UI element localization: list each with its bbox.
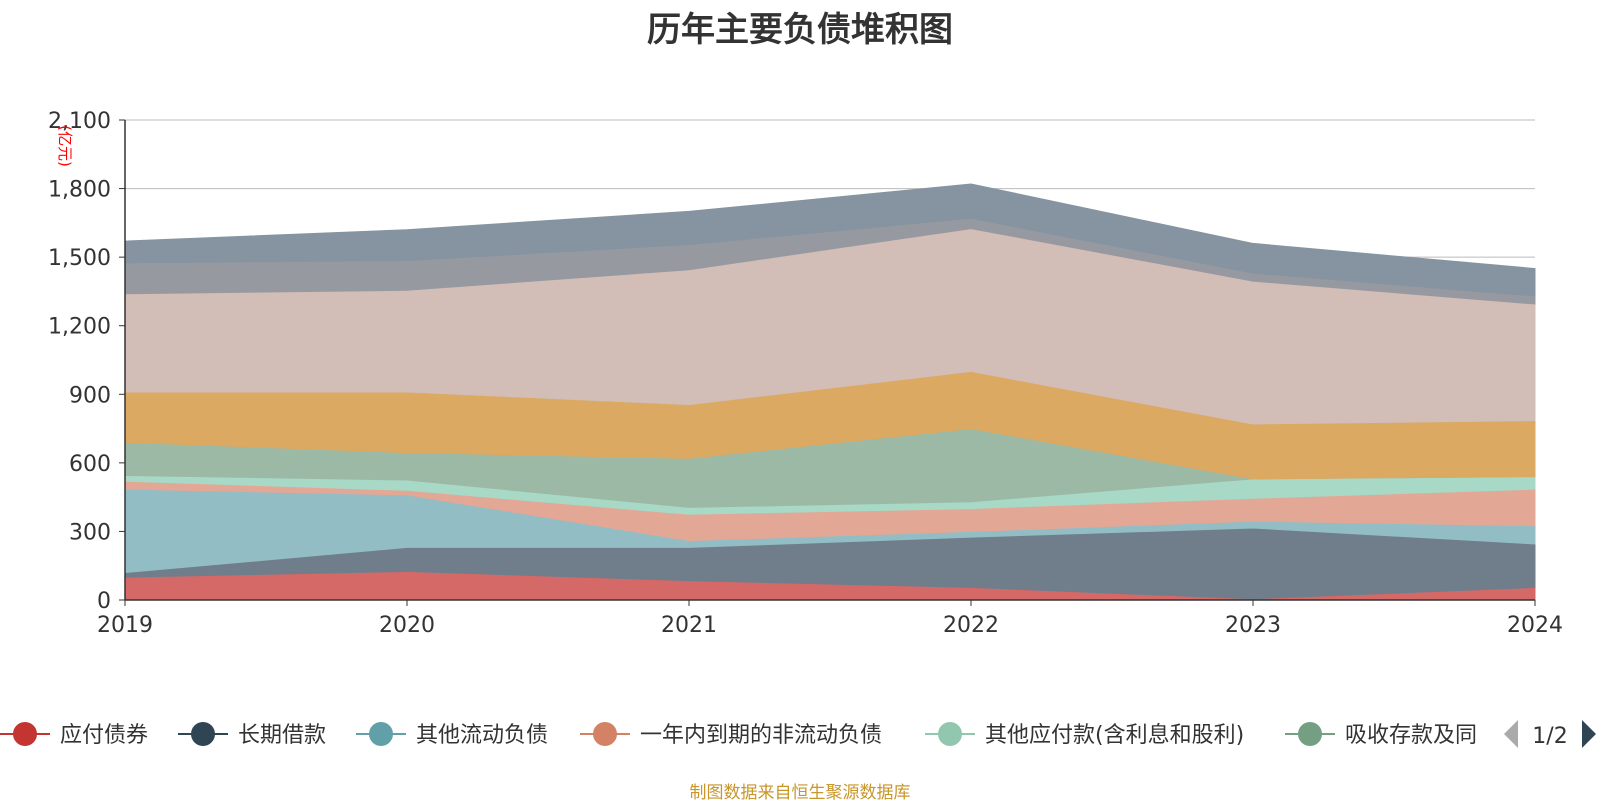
y-tick-label: 2,100 <box>48 109 111 134</box>
legend-label: 应付债券 <box>60 723 148 748</box>
y-tick-label: 0 <box>97 589 111 614</box>
legend-label: 长期借款 <box>238 723 326 748</box>
legend-item[interactable]: 长期借款 <box>178 722 326 748</box>
x-tick-label: 2023 <box>1225 613 1281 638</box>
legend-page-indicator: 1/2 <box>1532 724 1567 749</box>
legend-item[interactable]: 其他流动负债 <box>356 722 548 748</box>
legend-prev-icon[interactable] <box>1504 720 1518 748</box>
legend-item[interactable]: 其他应付款(含利息和股利) <box>925 722 1244 748</box>
legend-pager: 1/2 <box>1500 714 1600 754</box>
x-tick-label: 2020 <box>379 613 435 638</box>
legend-marker-icon <box>191 722 215 746</box>
chart-title: 历年主要负债堆积图 <box>647 10 953 50</box>
area-series-10 <box>124 183 1536 297</box>
legend-item[interactable]: 应付债券 <box>0 722 148 748</box>
y-tick-label: 1,200 <box>48 315 111 340</box>
y-tick-label: 1,800 <box>48 178 111 203</box>
legend-marker-icon <box>593 722 617 746</box>
legend-label: 其他应付款(含利息和股利) <box>985 723 1244 748</box>
x-tick-label: 2022 <box>943 613 999 638</box>
legend-marker-icon <box>13 722 37 746</box>
y-tick-label: 300 <box>69 520 111 545</box>
x-tick-label: 2019 <box>97 613 153 638</box>
legend-item[interactable]: 吸收存款及同 <box>1285 722 1477 748</box>
x-tick-label: 2021 <box>661 613 717 638</box>
data-source-note: 制图数据来自恒生聚源数据库 <box>689 783 911 803</box>
x-tick-label: 2024 <box>1507 613 1563 638</box>
legend-item[interactable]: 一年内到期的非流动负债 <box>580 722 882 748</box>
legend: 应付债券 长期借款 其他流动负债 一年内到期的非流动负债 其他应付款(含利息和股利) 吸收… <box>0 722 1477 748</box>
axes: 0 300 600 900 1,200 1,500 1,800 2,100 2019 2020 20… <box>48 109 1563 638</box>
legend-label: 其他流动负债 <box>416 723 548 748</box>
y-axis-unit: (亿元) <box>56 125 74 167</box>
legend-marker-icon <box>369 722 393 746</box>
legend-marker-icon <box>1298 722 1322 746</box>
y-tick-label: 1,500 <box>48 246 111 271</box>
y-tick-label: 600 <box>69 452 111 477</box>
legend-next-icon[interactable] <box>1582 720 1596 748</box>
legend-marker-icon <box>938 722 962 746</box>
area-series <box>124 183 1536 601</box>
legend-label: 吸收存款及同 <box>1345 723 1477 748</box>
legend-label: 一年内到期的非流动负债 <box>640 723 882 748</box>
y-tick-label: 900 <box>69 383 111 408</box>
